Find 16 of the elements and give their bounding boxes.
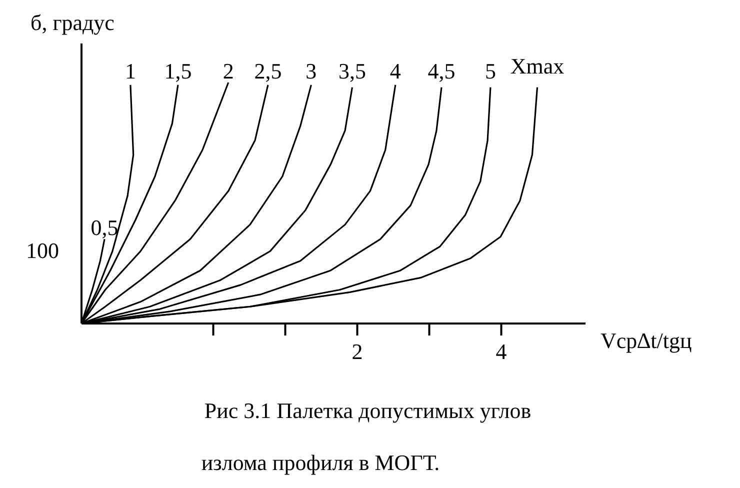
text: 100 xyxy=(26,238,59,263)
series-label: 5 xyxy=(484,58,496,84)
series-label: 4 xyxy=(390,58,401,84)
text: Рис 3.1 Палетка допустимых углов xyxy=(204,398,532,423)
series-label: 3,5 xyxy=(338,58,366,84)
x-axis-title: Vср∆t/tgц xyxy=(600,328,692,353)
series-label: 0,5 xyxy=(90,215,118,240)
series-label: 2,5 xyxy=(254,58,282,84)
y-axis-title: б, градус xyxy=(30,10,115,35)
series-label: 4,5 xyxy=(428,58,456,84)
series-label: 2 xyxy=(222,58,234,84)
series-label: 3 xyxy=(306,58,317,84)
series-label: 1,5 xyxy=(164,58,192,84)
series-label: Xmax xyxy=(510,54,564,78)
series-label: 1 xyxy=(124,58,136,84)
text: излома профиля в МОГТ. xyxy=(201,450,440,475)
